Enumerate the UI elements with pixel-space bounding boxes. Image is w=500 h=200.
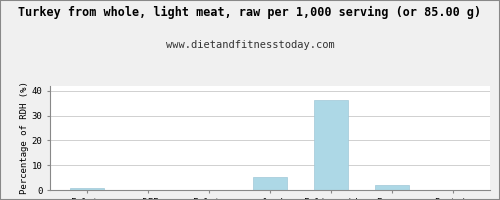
Text: www.dietandfitnesstoday.com: www.dietandfitnesstoday.com [166,40,334,50]
Y-axis label: Percentage of RDH (%): Percentage of RDH (%) [20,82,29,194]
Bar [70,188,103,190]
Bar [376,185,409,190]
Bar [314,100,348,190]
Text: Turkey from whole, light meat, raw per 1,000 serving (or 85.00 g): Turkey from whole, light meat, raw per 1… [18,6,481,19]
Bar [253,177,287,190]
